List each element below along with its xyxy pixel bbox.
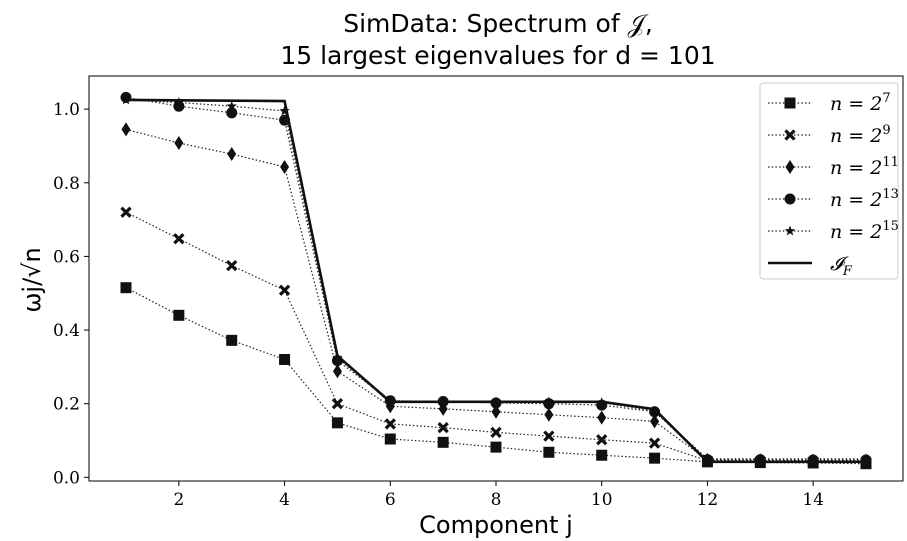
legend-item-3: n = 211 [768,155,899,179]
series-layer [120,91,872,470]
data-point [173,309,185,321]
data-point [226,100,237,111]
data-point [755,453,766,464]
data-point [650,414,660,429]
data-point [332,364,342,379]
data-point [543,446,555,458]
legend-label: n = 211 [830,155,899,179]
data-point [597,410,607,425]
data-point [437,421,449,434]
data-point [173,97,185,107]
x-axis-label: Component j [419,511,573,539]
data-point [226,334,238,346]
data-point [280,159,290,174]
data-point [120,282,132,294]
x-tick-label: 10 [591,490,613,510]
data-point [596,434,608,446]
data-point [490,441,502,453]
data-point [649,452,661,464]
data-point [544,407,554,422]
data-point [120,94,132,105]
y-axis: 0.0 0.2 0.4 0.6 0.8 1.0 [53,100,89,488]
data-point [121,122,131,137]
data-point [226,107,238,119]
data-point [279,354,291,365]
legend-item-2: n = 29 [768,123,891,147]
legend-item-5: n = 215 [768,219,899,243]
data-point [173,100,185,112]
data-point [437,436,449,448]
data-point [807,453,819,464]
chart-title-line1: SimData: Spectrum of 𝒥, [343,9,653,38]
y-tick-label: 0.8 [53,174,80,194]
data-point [279,105,290,116]
data-point [174,136,184,151]
y-tick-label: 0.4 [53,321,80,341]
data-point [278,284,291,296]
data-point [226,259,238,272]
y-tick-label: 1.0 [53,100,80,120]
x-axis: 2 4 6 8 10 12 14 [173,481,824,510]
data-point [860,453,872,464]
data-point [384,418,396,430]
y-tick-label: 0.2 [53,395,80,415]
data-point [490,426,502,439]
data-point [227,147,237,162]
series-line [125,287,867,465]
data-point [543,430,555,442]
legend-marker [784,225,796,236]
series-line [125,98,866,464]
x-tick-label: 14 [802,490,824,510]
data-point [384,433,396,445]
series-6 [125,98,866,464]
legend-marker [785,160,795,174]
series-line [125,128,866,462]
x-tick-label: 8 [491,490,502,510]
series-3 [121,122,871,468]
x-tick-label: 4 [279,490,290,510]
data-point [173,233,185,245]
data-point [331,417,343,429]
legend-marker [784,129,796,141]
x-tick-label: 12 [697,490,719,510]
data-point [491,404,501,419]
legend-label: n = 215 [830,219,899,243]
legend-item-4: n = 213 [768,187,899,211]
y-tick-label: 0.6 [53,247,80,267]
legend-label: n = 213 [830,187,899,211]
legend-marker [784,193,796,205]
legend-label: n = 29 [830,123,891,147]
x-tick-label: 6 [385,490,396,510]
x-tick-label: 2 [173,490,184,510]
legend-marker [784,97,796,109]
data-point [331,398,344,410]
data-point [702,453,713,464]
series-1 [120,282,872,470]
y-axis-label: ωj/√n [18,247,46,312]
legend-item-1: n = 27 [768,91,891,115]
legend-label: n = 27 [830,91,891,115]
data-point [120,206,132,218]
chart-title-line2: 15 largest eigenvalues for d = 101 [280,41,715,70]
y-tick-label: 0.0 [53,468,80,488]
data-point [648,437,661,449]
data-point [596,449,608,461]
